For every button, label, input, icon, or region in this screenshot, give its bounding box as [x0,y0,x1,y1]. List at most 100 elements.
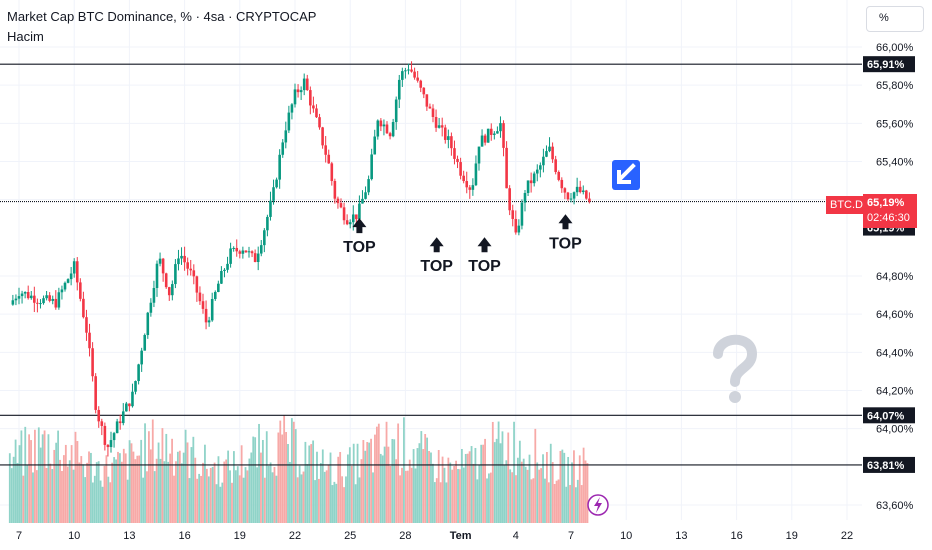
volume-bar [184,429,187,523]
x-tick-label: 10 [68,530,80,542]
y-tick-label: 66,00% [876,42,914,54]
candle-body [36,302,39,304]
volume-bar [399,475,401,523]
volume-bar [476,479,479,523]
volume-bar [507,432,510,523]
candle-body [213,291,217,300]
volume-bar [57,430,59,523]
volume-bar [252,436,255,523]
volume-bar [408,459,411,523]
candle-body [91,348,94,377]
volume-bar [294,429,297,523]
top-label: TOP [420,258,453,275]
candle-body [29,295,33,299]
volume-bar [182,452,185,523]
volume-bar [103,465,106,523]
volume-bar [422,449,425,523]
volume-bar [196,478,199,523]
candle-body [100,421,104,426]
x-tick-label: 19 [786,530,798,542]
volume-bar [518,440,521,523]
scale-toggle-button[interactable]: % [866,6,924,32]
volume-bar [223,461,226,523]
volume-bar [366,441,369,523]
candle-body [474,163,478,186]
volume-bar [325,470,328,523]
volume-bar [542,454,544,523]
volume-bar [254,437,257,523]
volume-bar [242,477,245,523]
volume-bar [117,451,119,523]
volume-bar [451,469,454,523]
volume-bar [205,468,208,523]
volume-bar [138,455,141,523]
volume-bar [455,460,457,523]
volume-bar [229,470,231,523]
volume-bar [393,439,396,523]
volume-bar [186,442,189,523]
volume-bar [173,475,175,523]
top-label: TOP [468,258,501,275]
volume-bar [61,470,63,523]
y-tick-label: 64,00% [876,424,914,436]
candle-body [401,71,404,80]
volume-bar [271,472,274,523]
candle-body [201,301,205,309]
x-tick-label: Tem [450,530,472,542]
volume-bar [354,484,357,523]
volume-bar [227,450,230,523]
volume-bar [323,471,326,523]
candle-body [535,169,539,174]
volume-bar [82,464,85,523]
candle-body [192,270,196,277]
candle-body [496,131,499,134]
volume-bar [113,457,116,523]
volume-bar [511,472,514,523]
candle-body [269,200,272,217]
volume-bar [18,445,21,523]
candle-body [63,282,67,290]
candle-body [453,148,456,159]
candle-body [324,145,327,155]
chart-title: Market Cap BTC Dominance, % · 4sa · CRYP… [7,9,317,24]
candle-body [505,147,508,189]
candle-body [511,210,515,219]
volume-bar [493,442,496,523]
candle-body [14,298,18,301]
candle-body [588,198,591,202]
y-tick-label: 65,40% [876,157,914,169]
volume-bar [153,471,156,523]
volume-bar [443,467,446,523]
volume-bar [416,448,419,523]
volume-bar [283,415,286,523]
volume-bar [198,473,201,523]
volume-bar [70,445,73,523]
candle-body [253,253,257,262]
volume-bar [140,439,143,523]
volume-bar [32,472,34,523]
volume-bar [484,438,486,523]
candle-body [287,112,291,131]
volume-bar [439,482,442,523]
lightning-icon[interactable] [587,494,609,516]
candle-body [275,179,278,188]
candle-body [560,179,564,189]
candle-body [502,123,505,148]
candle-body [447,136,450,140]
volume-bar [155,458,158,523]
volume-bar [263,477,266,523]
volume-bar [211,466,214,523]
volume-bar [578,455,581,523]
volume-bar [109,482,112,523]
volume-bar [267,465,270,523]
volume-bar [524,466,527,523]
volume-bar [538,469,541,523]
volume-bar [462,467,465,523]
volume-bar [447,457,450,523]
candle-body [339,203,343,208]
candle-body [477,146,481,164]
volume-bar [159,458,162,523]
volume-bar [238,475,241,523]
volume-bar [34,429,36,523]
candle-body [296,89,300,93]
